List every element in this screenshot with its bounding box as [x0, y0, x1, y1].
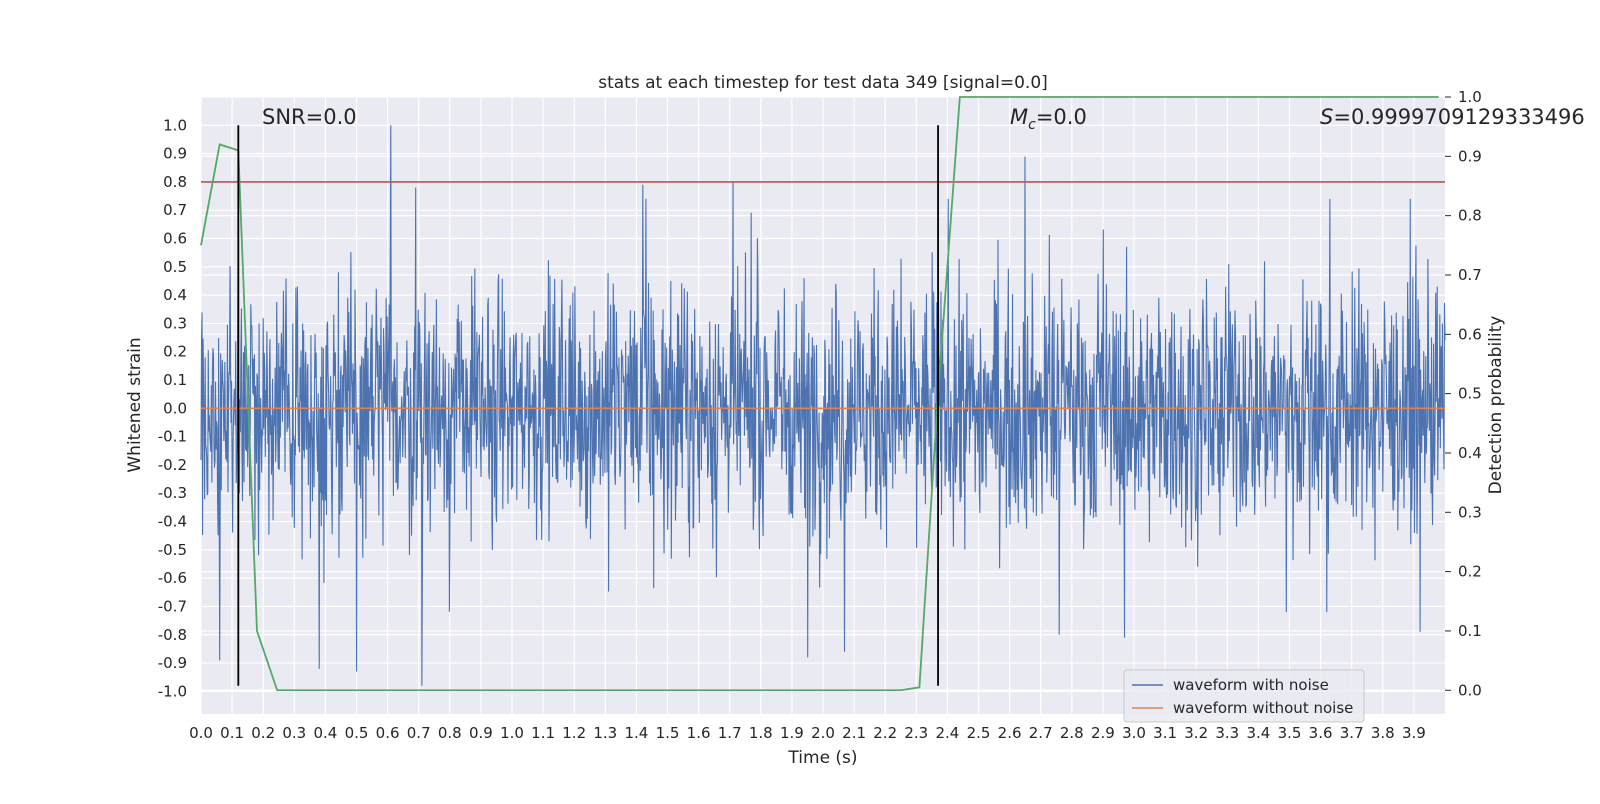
x-tick-label: 0.5	[345, 724, 369, 742]
x-tick-label: 1.9	[780, 724, 804, 742]
y-right-tick-label: 1.0	[1458, 88, 1482, 106]
x-tick-label: 3.4	[1246, 724, 1270, 742]
x-tick-label: 2.3	[904, 724, 928, 742]
x-tick-label: 3.3	[1215, 724, 1239, 742]
x-tick-label: 1.5	[656, 724, 680, 742]
x-tick-label: 2.7	[1029, 724, 1053, 742]
y-tick-label: -0.4	[158, 513, 187, 531]
x-tick-label: 2.0	[811, 724, 835, 742]
x-tick-label: 0.1	[220, 724, 244, 742]
x-tick-label: 1.8	[749, 724, 773, 742]
y-tick-label: -1.0	[158, 682, 187, 700]
y-right-tick-label: 0.0	[1458, 681, 1482, 699]
x-tick-label: 2.4	[935, 724, 959, 742]
x-tick-label: 3.7	[1340, 724, 1364, 742]
chirp-mass-symbol: M	[1010, 105, 1028, 129]
s-statistic-annotation: S=0.9999709129333496	[1320, 105, 1585, 129]
y-right-tick-label: 0.9	[1458, 147, 1482, 165]
s-statistic-value: =0.9999709129333496	[1333, 105, 1584, 129]
y-right-tick-label: 0.5	[1458, 385, 1482, 403]
legend-label-clean: waveform without noise	[1173, 699, 1353, 717]
waveform-with-noise-series	[200, 125, 1446, 686]
x-tick-label: 3.9	[1402, 724, 1426, 742]
y-tick-label: -0.3	[158, 484, 187, 502]
y-tick-label: 1.0	[163, 116, 187, 134]
x-tick-label: 2.8	[1060, 724, 1084, 742]
x-tick-label: 0.9	[469, 724, 493, 742]
tick-labels: 0.0 0.1 0.2 0.3 0.4 0.5 0.6 0.7 0.8 0.9 1.0 1.1 1.2 1…	[158, 88, 1482, 742]
x-tick-label: 0.7	[407, 724, 431, 742]
chart-title: stats at each timestep for test data 349…	[598, 73, 1048, 93]
x-tick-label: 0.2	[251, 724, 275, 742]
legend-label-noise: waveform with noise	[1173, 676, 1329, 694]
overlay-lines	[200, 96, 1445, 692]
x-tick-label: 2.9	[1091, 724, 1115, 742]
y-right-tick-label: 0.3	[1458, 503, 1482, 521]
y-tick-label: -0.6	[158, 569, 187, 587]
x-tick-label: 3.6	[1309, 724, 1333, 742]
waveform-with-noise-line	[200, 125, 1446, 686]
y-right-tick-label: 0.6	[1458, 325, 1482, 343]
y-right-tick-label: 0.2	[1458, 563, 1482, 581]
y-tick-label: 0.6	[163, 230, 187, 248]
x-tick-label: 3.8	[1371, 724, 1395, 742]
legend-box	[1123, 669, 1365, 723]
y-right-tick-label: 0.8	[1458, 207, 1482, 225]
x-tick-label: 2.2	[873, 724, 897, 742]
legend: waveform with noise waveform without noi…	[1123, 669, 1365, 723]
y-tick-label: 0.9	[163, 145, 187, 163]
detection-probability-line	[200, 96, 1439, 692]
y-right-tick-label: 0.1	[1458, 622, 1482, 640]
x-tick-label: 2.1	[842, 724, 866, 742]
y-axis-right-label: Detection probability	[1486, 316, 1506, 495]
x-tick-label: 1.4	[624, 724, 648, 742]
y-tick-label: -0.1	[158, 428, 187, 446]
y-tick-label: 0.3	[163, 314, 187, 332]
x-tick-label: 0.8	[438, 724, 462, 742]
x-tick-label: 1.1	[531, 724, 555, 742]
y-tick-label: 0.5	[163, 258, 187, 276]
x-tick-label: 3.2	[1184, 724, 1208, 742]
y-tick-label: 0.2	[163, 343, 187, 361]
y-tick-label: 0.8	[163, 173, 187, 191]
y-tick-label: -0.5	[158, 541, 187, 559]
y-tick-label: 0.7	[163, 201, 187, 219]
x-tick-label: 1.6	[687, 724, 711, 742]
x-tick-label: 1.3	[593, 724, 617, 742]
x-axis-label: Time (s)	[787, 748, 857, 768]
y-right-tick-label: 0.7	[1458, 266, 1482, 284]
y-tick-label: -0.7	[158, 597, 187, 615]
x-tick-label: 3.5	[1278, 724, 1302, 742]
y-right-tick-label: 0.4	[1458, 444, 1482, 462]
y-tick-label: 0.4	[163, 286, 187, 304]
s-statistic-symbol: S	[1320, 105, 1333, 129]
y-axis-label: Whitened strain	[125, 337, 145, 472]
x-tick-label: 1.0	[500, 724, 524, 742]
x-tick-label: 0.6	[376, 724, 400, 742]
y-tick-label: 0.0	[163, 399, 187, 417]
chirp-mass-value: =0.0	[1036, 105, 1087, 129]
chirp-mass-annotation: Mc=0.0	[1010, 105, 1087, 133]
chirp-mass-subscript: c	[1028, 117, 1036, 133]
x-tick-label: 2.5	[967, 724, 991, 742]
x-tick-label: 0.4	[313, 724, 337, 742]
x-tick-label: 1.2	[562, 724, 586, 742]
x-tick-label: 3.1	[1153, 724, 1177, 742]
snr-annotation: SNR=0.0	[262, 105, 357, 129]
x-tick-label: 3.0	[1122, 724, 1146, 742]
x-tick-label: 1.7	[718, 724, 742, 742]
y-tick-label: 0.1	[163, 371, 187, 389]
x-tick-label: 0.3	[282, 724, 306, 742]
x-tick-label: 2.6	[998, 724, 1022, 742]
y-tick-label: -0.8	[158, 626, 187, 644]
y-tick-label: -0.2	[158, 456, 187, 474]
x-tick-label: 0.0	[189, 724, 213, 742]
y-tick-label: -0.9	[158, 654, 187, 672]
